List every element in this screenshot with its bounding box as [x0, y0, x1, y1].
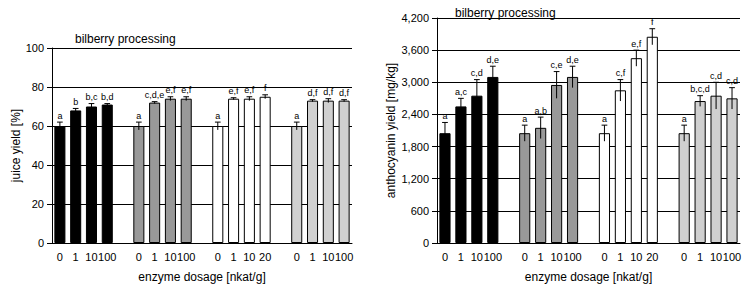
svg-text:1: 1 [458, 251, 464, 263]
svg-text:b,d: b,d [101, 92, 114, 102]
svg-text:0: 0 [57, 251, 63, 263]
svg-text:e,f: e,f [631, 39, 642, 49]
svg-text:10: 10 [630, 251, 642, 263]
svg-text:a: a [57, 111, 62, 121]
svg-text:c,d: c,d [710, 71, 722, 81]
svg-text:1: 1 [538, 251, 544, 263]
svg-text:d,f: d,f [323, 87, 334, 97]
svg-text:e,f: e,f [244, 85, 255, 95]
svg-text:e,f: e,f [229, 86, 240, 96]
svg-text:4,200: 4,200 [401, 12, 429, 24]
svg-text:0: 0 [522, 251, 528, 263]
svg-text:d,f: d,f [339, 88, 350, 98]
svg-text:a,b: a,b [534, 106, 547, 116]
svg-text:b: b [73, 97, 78, 107]
svg-text:10: 10 [550, 251, 562, 263]
svg-text:d,f: d,f [308, 88, 319, 98]
svg-text:d,e: d,e [566, 55, 579, 65]
svg-text:c,e: c,e [551, 60, 563, 70]
svg-text:10: 10 [710, 251, 722, 263]
svg-text:enzyme dosage [nkat/g]: enzyme dosage [nkat/g] [525, 270, 652, 284]
svg-text:a: a [682, 114, 687, 124]
svg-text:40: 40 [32, 159, 44, 171]
svg-text:100: 100 [335, 251, 353, 263]
svg-text:0: 0 [423, 237, 429, 249]
svg-text:e,f: e,f [165, 85, 176, 95]
svg-text:a: a [442, 111, 447, 121]
svg-text:0: 0 [681, 251, 687, 263]
svg-text:3,000: 3,000 [401, 76, 429, 88]
svg-text:anthocyanin yield [mg/kg]: anthocyanin yield [mg/kg] [384, 63, 398, 198]
svg-text:1: 1 [697, 251, 703, 263]
svg-text:b,c: b,c [85, 92, 98, 102]
svg-text:1,200: 1,200 [401, 173, 429, 185]
svg-text:c,f: c,f [616, 68, 626, 78]
svg-text:e,f: e,f [181, 85, 192, 95]
svg-text:1: 1 [309, 251, 315, 263]
svg-text:a: a [215, 111, 220, 121]
svg-text:a,c: a,c [455, 87, 468, 97]
svg-text:100: 100 [723, 251, 741, 263]
svg-text:100: 100 [563, 251, 581, 263]
svg-text:bilberry processing: bilberry processing [455, 6, 556, 20]
svg-text:0: 0 [442, 251, 448, 263]
svg-text:10: 10 [322, 251, 334, 263]
svg-text:1,800: 1,800 [401, 141, 429, 153]
svg-text:c,d,e: c,d,e [145, 90, 165, 100]
svg-text:1: 1 [152, 251, 158, 263]
svg-text:10: 10 [164, 251, 176, 263]
svg-text:d,e: d,e [487, 55, 500, 65]
svg-text:20: 20 [32, 198, 44, 210]
svg-text:a: a [522, 114, 527, 124]
svg-text:100: 100 [177, 251, 195, 263]
svg-text:bilberry processing: bilberry processing [75, 32, 176, 46]
svg-text:enzyme dosage [nkat/g]: enzyme dosage [nkat/g] [138, 270, 265, 284]
svg-text:b,c,d: b,c,d [690, 84, 710, 94]
svg-text:3,600: 3,600 [401, 44, 429, 56]
svg-text:20: 20 [259, 251, 271, 263]
svg-text:100: 100 [26, 42, 44, 54]
svg-text:0: 0 [38, 237, 44, 249]
svg-text:100: 100 [98, 251, 116, 263]
svg-text:c,d: c,d [471, 68, 483, 78]
svg-text:a: a [136, 111, 141, 121]
svg-text:2,400: 2,400 [401, 108, 429, 120]
svg-text:100: 100 [484, 251, 502, 263]
svg-text:1: 1 [617, 251, 623, 263]
svg-text:80: 80 [32, 81, 44, 93]
svg-text:a: a [602, 114, 607, 124]
svg-text:0: 0 [294, 251, 300, 263]
svg-text:10: 10 [85, 251, 97, 263]
svg-text:10: 10 [471, 251, 483, 263]
svg-text:20: 20 [646, 251, 658, 263]
svg-text:0: 0 [601, 251, 607, 263]
svg-text:c,d: c,d [726, 76, 738, 86]
svg-text:0: 0 [136, 251, 142, 263]
svg-text:0: 0 [215, 251, 221, 263]
svg-text:a: a [294, 111, 299, 121]
svg-text:1: 1 [231, 251, 237, 263]
svg-text:juice yield [%]: juice yield [%] [9, 109, 23, 183]
svg-text:1: 1 [73, 251, 79, 263]
svg-text:10: 10 [243, 251, 255, 263]
svg-text:600: 600 [411, 205, 429, 217]
svg-text:f: f [651, 17, 654, 27]
svg-text:f: f [264, 83, 267, 93]
svg-text:60: 60 [32, 120, 44, 132]
